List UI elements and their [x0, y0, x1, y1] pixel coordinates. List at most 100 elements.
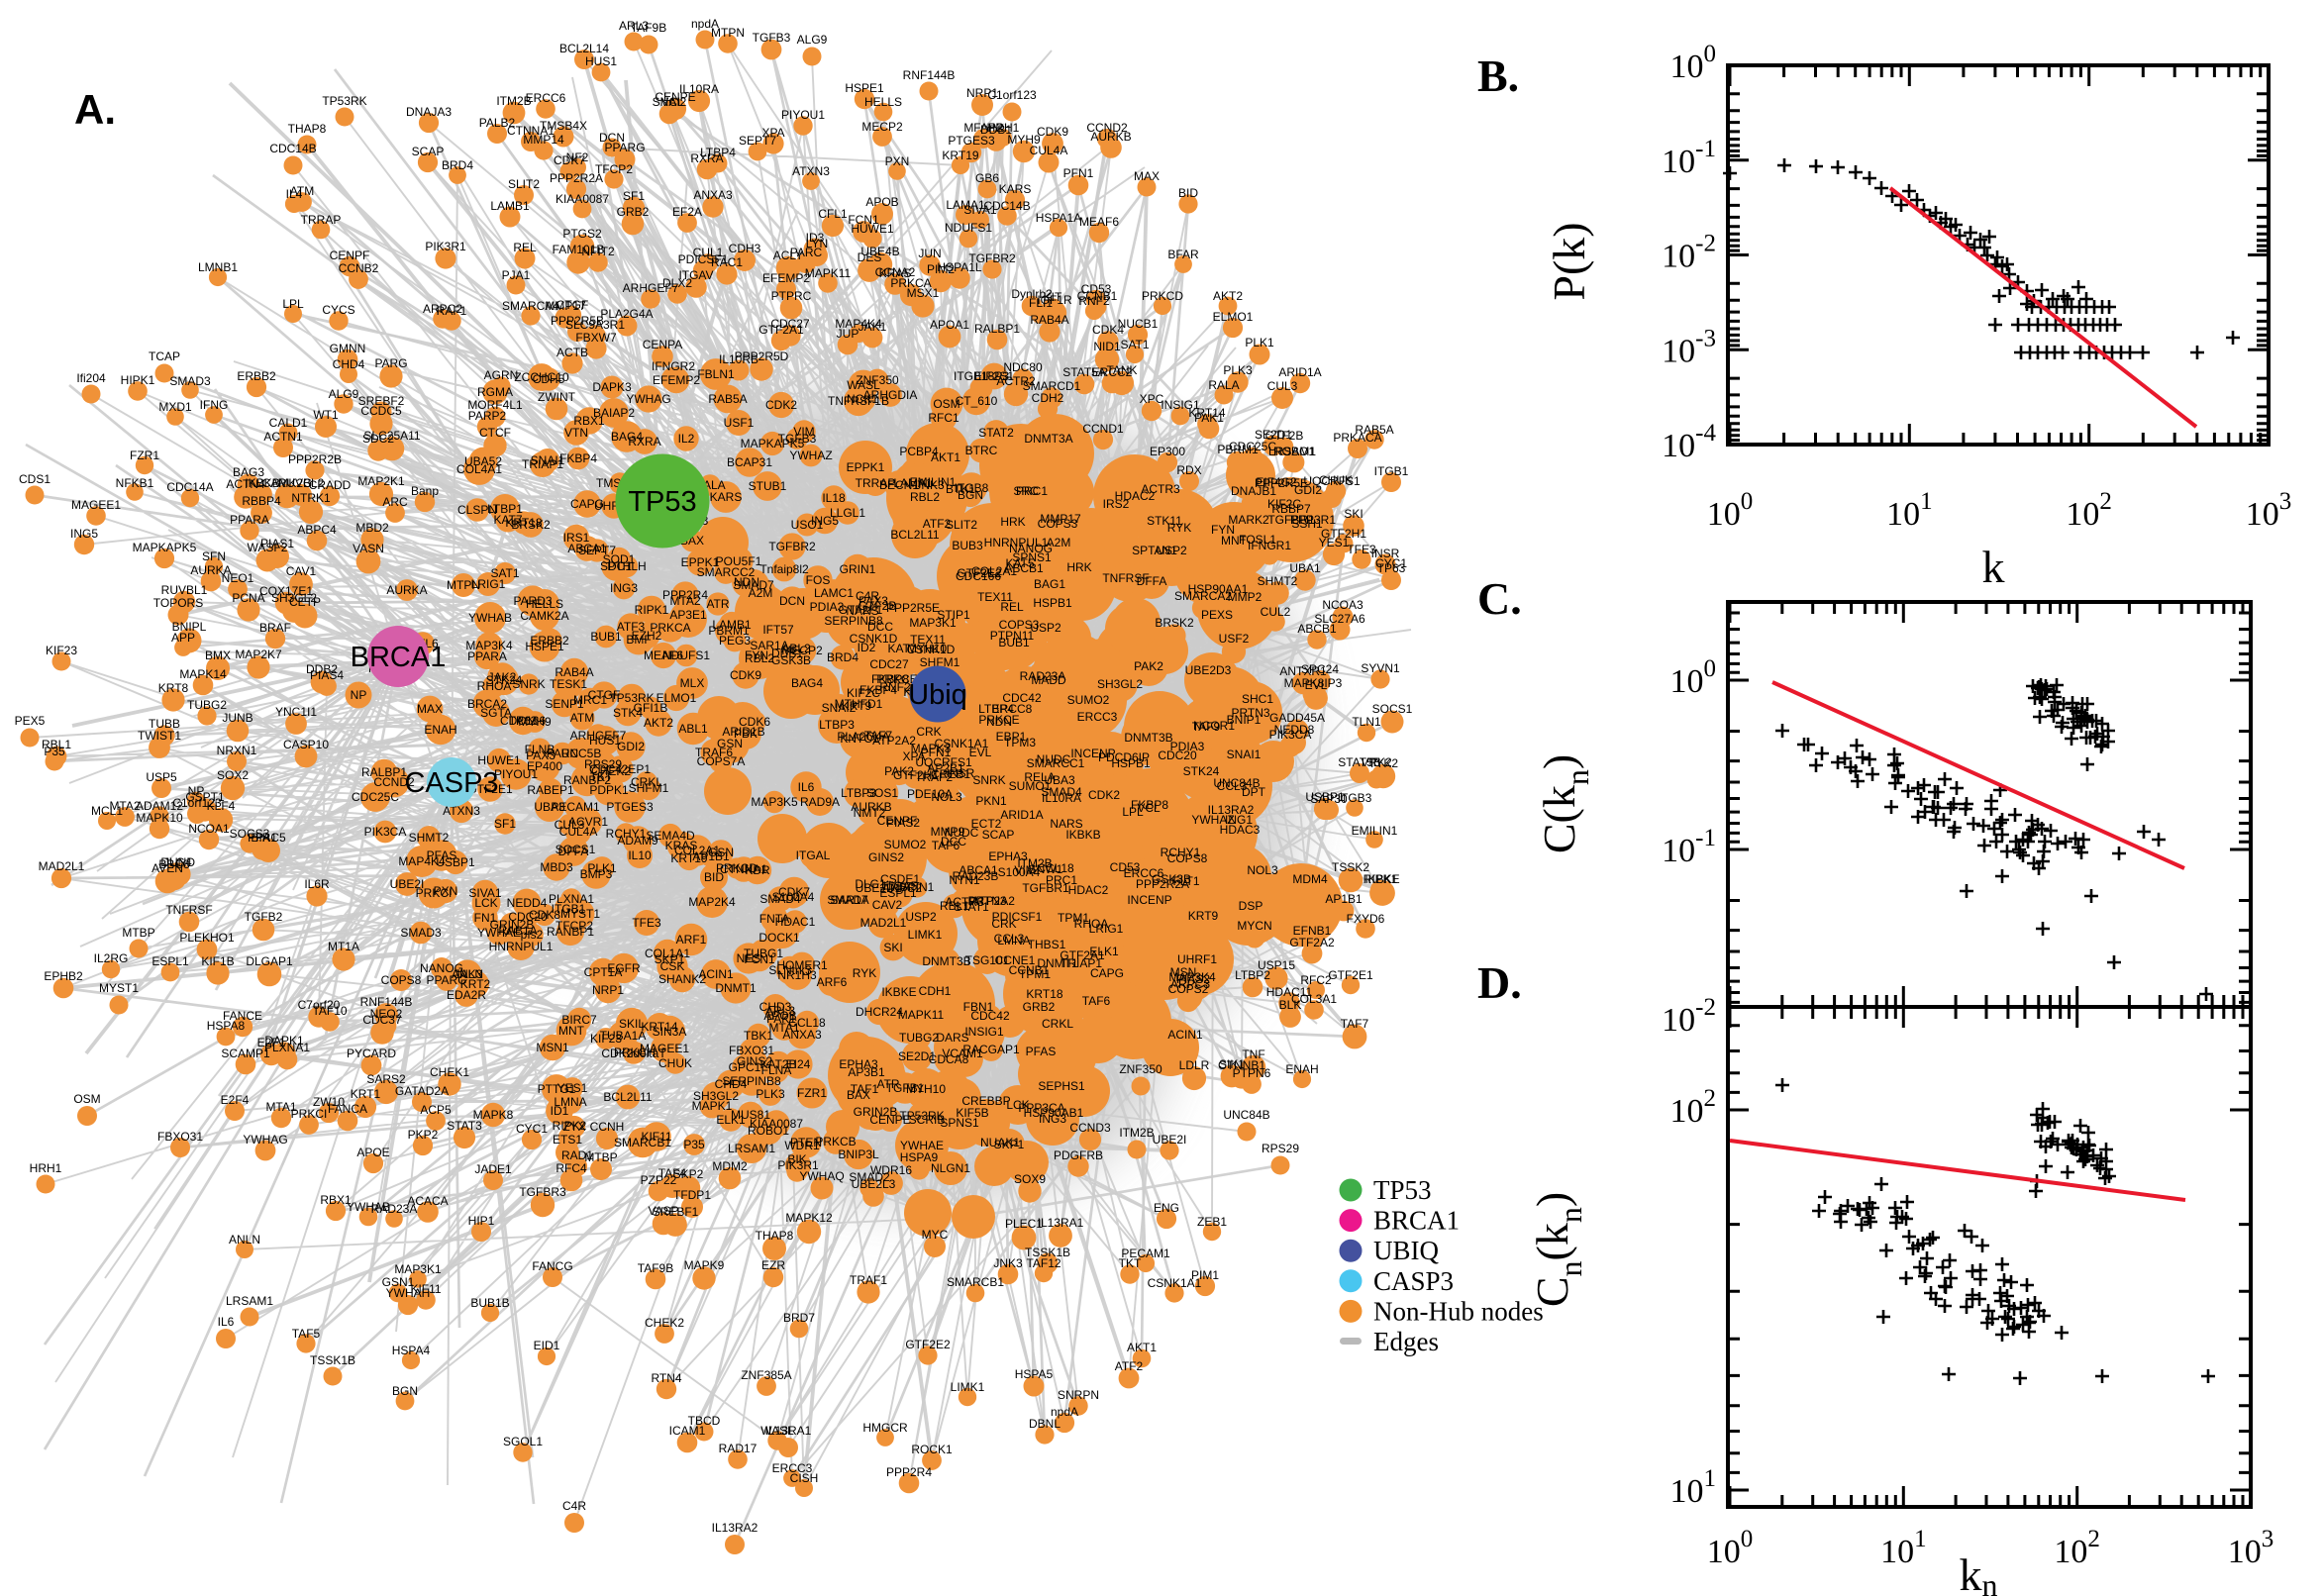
svg-text:AKT2: AKT2 [644, 716, 673, 730]
svg-text:TP53RK: TP53RK [899, 1109, 944, 1123]
svg-text:CDC166: CDC166 [500, 714, 546, 728]
svg-text:RYK: RYK [853, 966, 876, 980]
svg-text:SKIL: SKIL [619, 1017, 645, 1031]
svg-text:FN1: FN1 [474, 911, 497, 925]
svg-text:MSX1: MSX1 [907, 286, 940, 300]
svg-text:PIYOU1: PIYOU1 [781, 108, 825, 122]
svg-text:ROCK1: ROCK1 [911, 1443, 953, 1456]
svg-text:CDH5: CDH5 [533, 372, 565, 386]
svg-text:B.: B. [1477, 50, 1519, 101]
svg-text:DNMT3B: DNMT3B [1124, 731, 1172, 745]
svg-text:KIAA0087: KIAA0087 [750, 1117, 803, 1131]
svg-text:HDAC2: HDAC2 [1115, 489, 1156, 503]
svg-text:RNF2: RNF2 [879, 680, 911, 694]
svg-text:ERBB2: ERBB2 [237, 369, 276, 383]
svg-text:PAK1: PAK1 [766, 1012, 796, 1026]
svg-text:NOL3: NOL3 [1247, 863, 1278, 877]
svg-text:P35: P35 [44, 745, 65, 758]
svg-text:10-1: 10-1 [1662, 136, 1716, 180]
svg-text:SCRIB: SCRIB [909, 1113, 946, 1127]
svg-text:KAT7: KAT7 [887, 642, 916, 655]
svg-text:UNC84B: UNC84B [1223, 1108, 1269, 1122]
svg-text:SOCS1: SOCS1 [556, 843, 596, 856]
svg-text:PTHLH: PTHLH [607, 559, 646, 573]
svg-text:CLSPN: CLSPN [457, 503, 497, 517]
svg-text:RBBP4: RBBP4 [242, 494, 281, 508]
svg-text:Tnfaip8l2: Tnfaip8l2 [759, 562, 809, 576]
svg-text:100: 100 [1670, 655, 1717, 700]
svg-text:ING3: ING3 [1039, 1112, 1066, 1126]
svg-text:SPC24: SPC24 [1301, 662, 1339, 676]
svg-text:PLK1: PLK1 [587, 861, 617, 875]
svg-text:NUDC: NUDC [945, 826, 979, 840]
svg-text:CAV2: CAV2 [872, 898, 903, 912]
svg-text:MYH10: MYH10 [906, 1082, 946, 1096]
svg-text:TGFB2: TGFB2 [245, 910, 283, 924]
svg-text:TRAF6: TRAF6 [695, 746, 733, 759]
svg-text:TRIAP1: TRIAP1 [522, 457, 563, 471]
svg-text:KRT9: KRT9 [1188, 909, 1219, 923]
svg-text:EVL: EVL [969, 746, 992, 759]
svg-text:SNAI1: SNAI1 [531, 453, 565, 467]
svg-text:CASP3: CASP3 [1373, 1266, 1454, 1296]
svg-text:TEX11: TEX11 [977, 590, 1013, 604]
svg-text:KRAS: KRAS [879, 266, 912, 280]
svg-text:GTF2A1: GTF2A1 [1060, 948, 1105, 962]
svg-text:NCOA3: NCOA3 [1322, 598, 1364, 612]
svg-text:ATP2A2: ATP2A2 [971, 894, 1015, 908]
svg-text:Ifi204: Ifi204 [76, 371, 106, 385]
svg-text:ABCA1: ABCA1 [959, 863, 998, 877]
svg-text:STK11: STK11 [1147, 514, 1182, 528]
svg-text:ANXA3: ANXA3 [782, 1028, 822, 1042]
svg-text:MRC1: MRC1 [573, 693, 607, 707]
svg-text:JAK1: JAK1 [858, 320, 887, 334]
svg-text:PBRM1: PBRM1 [708, 624, 750, 638]
svg-text:RAF1: RAF1 [437, 304, 467, 318]
svg-text:C4R: C4R [856, 589, 879, 603]
svg-text:COL3A1: COL3A1 [1291, 992, 1337, 1006]
svg-text:SMARCA2: SMARCA2 [1174, 589, 1232, 603]
svg-text:VIM: VIM [793, 425, 814, 439]
svg-text:DNMT1: DNMT1 [715, 981, 757, 995]
svg-text:E2F1: E2F1 [257, 1036, 286, 1049]
svg-text:PCNA: PCNA [232, 591, 264, 605]
svg-text:COL4A1: COL4A1 [456, 462, 502, 476]
svg-text:PLA2G4A: PLA2G4A [600, 307, 653, 321]
svg-text:FBXW7: FBXW7 [575, 331, 617, 345]
svg-text:ITM2B: ITM2B [496, 94, 531, 108]
svg-text:ENAH: ENAH [424, 723, 456, 737]
svg-text:MADD: MADD [1031, 673, 1066, 687]
svg-text:RNF144B: RNF144B [903, 68, 956, 82]
svg-text:PRKCA: PRKCA [650, 621, 690, 635]
svg-text:BGN: BGN [958, 488, 983, 502]
svg-text:YWHAG: YWHAG [626, 392, 670, 406]
svg-text:PTPRC: PTPRC [771, 289, 812, 303]
svg-text:SKI: SKI [883, 941, 902, 954]
svg-text:MYH9: MYH9 [518, 715, 552, 729]
svg-text:NRP1: NRP1 [592, 983, 624, 997]
svg-text:UBA3: UBA3 [534, 800, 565, 814]
svg-text:RUVBL1: RUVBL1 [161, 583, 208, 597]
svg-text:kn: kn [1960, 1549, 1998, 1596]
svg-text:DDB2: DDB2 [306, 662, 338, 676]
svg-text:STK24: STK24 [1183, 764, 1220, 778]
svg-text:SKP2: SKP2 [673, 1167, 704, 1181]
svg-text:MAPK8: MAPK8 [473, 1108, 514, 1122]
svg-text:MXD1: MXD1 [158, 400, 192, 414]
svg-text:DLGAP1: DLGAP1 [246, 954, 293, 968]
svg-text:PCBP4: PCBP4 [899, 445, 939, 458]
svg-text:NARS: NARS [846, 604, 878, 618]
svg-text:ERCC6: ERCC6 [1124, 866, 1164, 880]
svg-text:KRT19: KRT19 [942, 149, 978, 162]
svg-text:USO1: USO1 [791, 518, 824, 532]
svg-text:MAPK9: MAPK9 [684, 1258, 725, 1272]
svg-text:PPP2R4: PPP2R4 [886, 1465, 932, 1479]
svg-text:ECT2: ECT2 [971, 817, 1002, 831]
svg-text:FBN1: FBN1 [963, 1000, 994, 1014]
svg-text:THAP8: THAP8 [288, 122, 327, 136]
svg-text:RIPK2: RIPK2 [553, 1119, 587, 1133]
svg-text:CENPE: CENPE [655, 90, 695, 104]
svg-text:SLIT2: SLIT2 [946, 518, 977, 532]
svg-text:ACTN1: ACTN1 [263, 430, 303, 444]
svg-text:TWIST1: TWIST1 [138, 729, 181, 743]
